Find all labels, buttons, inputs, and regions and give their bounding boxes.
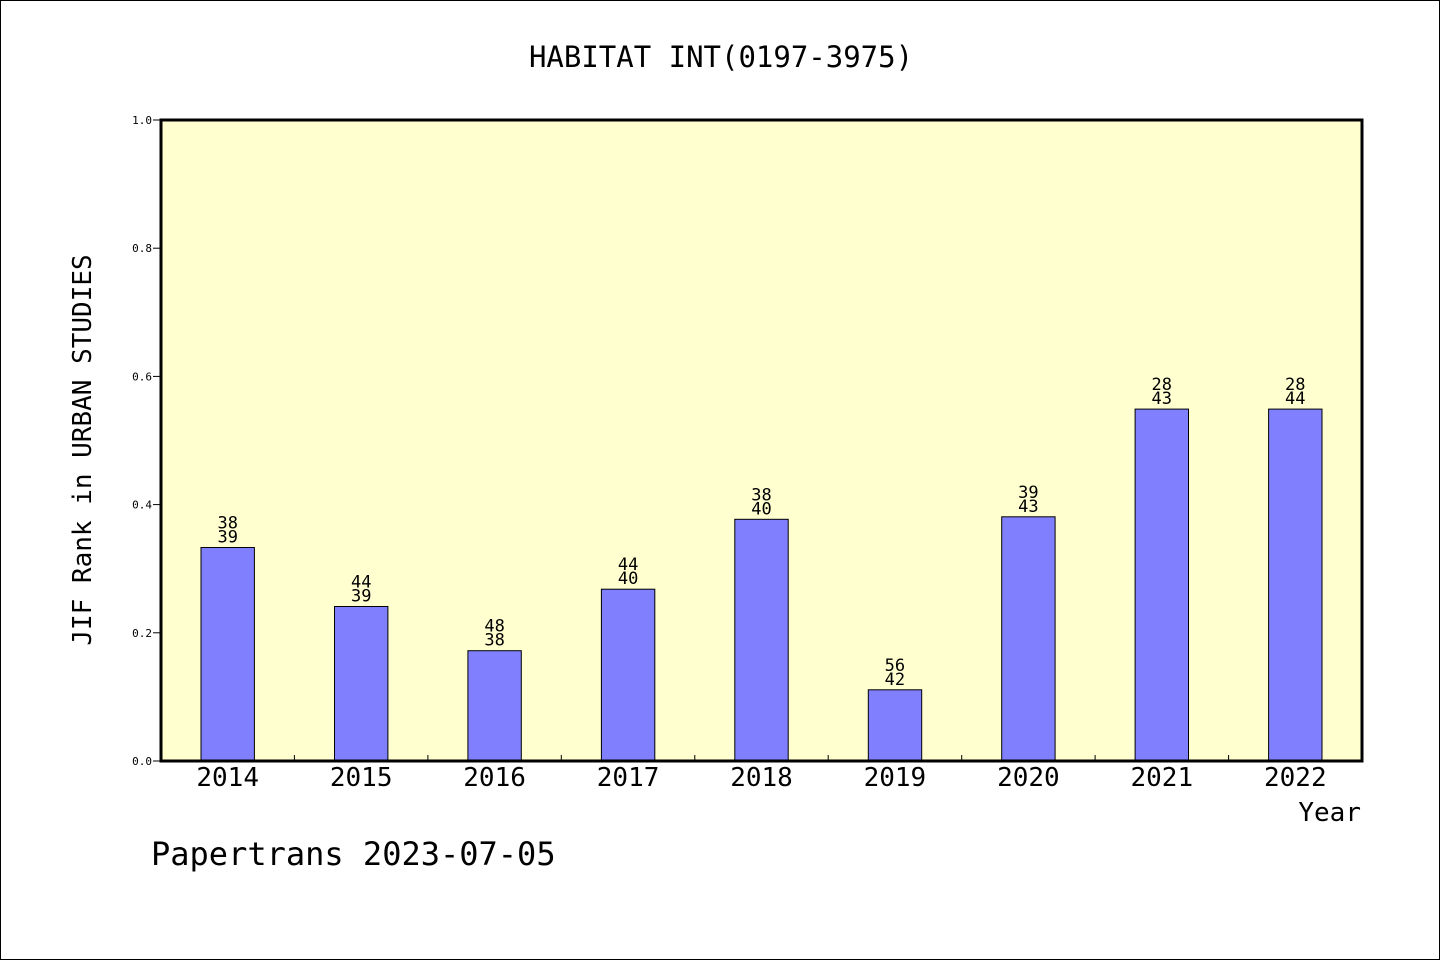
bar-label-top-2022: 28 [1285, 375, 1305, 395]
x-tick-label-2018: 2018 [730, 763, 793, 793]
x-axis-label: Year [1298, 798, 1361, 828]
y-tick-label-0.2: 0.2 [132, 627, 152, 640]
chart-title: HABITAT INT(0197-3975) [529, 40, 913, 74]
bar-label-top-2017: 44 [618, 555, 638, 575]
y-tick-label-0.8: 0.8 [132, 242, 152, 255]
bar-2014 [200, 547, 255, 762]
plot-border [159, 118, 1364, 763]
y-tick-label-1.0: 1.0 [132, 114, 152, 127]
bar-label-top-2015: 44 [351, 573, 371, 593]
y-tick-label-0.4: 0.4 [132, 499, 152, 512]
bar-label-bottom-2021: 43 [1152, 389, 1172, 409]
bar-label-top-2014: 38 [217, 514, 237, 534]
x-tick-label-2022: 2022 [1264, 763, 1327, 793]
x-tick-label-2017: 2017 [597, 763, 660, 793]
bar-label-top-2019: 56 [885, 656, 905, 676]
bar-label-top-2018: 38 [751, 485, 771, 505]
bar-label-bottom-2022: 44 [1285, 389, 1305, 409]
bar-2018 [734, 518, 789, 762]
x-tick-label-2015: 2015 [330, 763, 393, 793]
x-tick-label-2014: 2014 [196, 763, 259, 793]
footer-text: Papertrans 2023-07-05 [151, 835, 556, 873]
bar-2021 [1134, 408, 1189, 762]
bar-label-bottom-2015: 39 [351, 587, 371, 607]
x-tick-label-2021: 2021 [1130, 763, 1193, 793]
bar-label-bottom-2016: 38 [484, 631, 504, 651]
y-tick-label-0.6: 0.6 [132, 370, 152, 383]
bar-label-bottom-2014: 39 [217, 528, 237, 548]
bar-2019 [867, 689, 923, 762]
bar-label-bottom-2017: 40 [618, 569, 638, 589]
bar-label-top-2016: 48 [484, 617, 504, 637]
bar-label-bottom-2020: 43 [1018, 497, 1038, 517]
bar-label-bottom-2018: 40 [751, 499, 771, 519]
axes-group: 2014 2015 2016 2017 2018 2019 2020 2021 2022 0.0 0… [132, 114, 1326, 793]
x-tick-label-2020: 2020 [997, 763, 1060, 793]
bar-2020 [1001, 516, 1056, 762]
bar-2017 [600, 588, 656, 762]
bar-2016 [467, 650, 522, 762]
bar-label-bottom-2019: 42 [885, 670, 905, 690]
bar-label-top-2020: 39 [1018, 483, 1038, 503]
y-axis-label: JIF Rank in URBAN STUDIES [68, 254, 98, 645]
x-tick-label-2019: 2019 [864, 763, 927, 793]
bar-2022 [1268, 408, 1323, 762]
x-tick-label-2016: 2016 [463, 763, 526, 793]
y-tick-label-0.0: 0.0 [132, 755, 152, 768]
bar-2015 [334, 606, 389, 762]
bar-label-top-2021: 28 [1152, 375, 1172, 395]
